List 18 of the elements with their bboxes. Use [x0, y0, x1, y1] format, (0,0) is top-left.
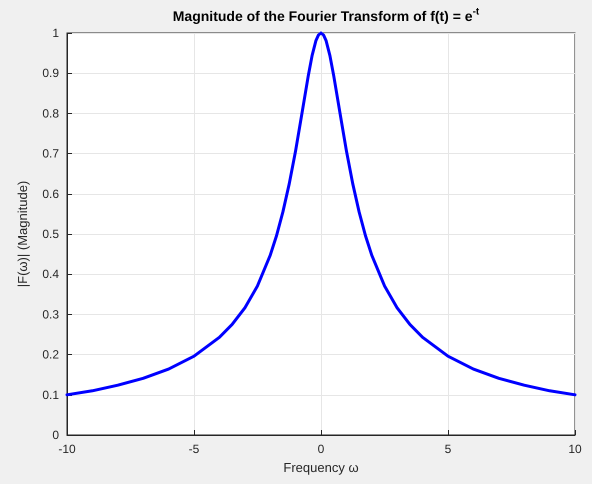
y-tick-label: 0.5	[42, 227, 60, 241]
x-tick-label: -5	[188, 442, 200, 456]
x-tick-label: 5	[444, 442, 452, 456]
y-tick-label: 0.2	[42, 348, 60, 362]
y-tick-label: 0.4	[42, 267, 60, 282]
x-tick-label: 10	[568, 442, 582, 456]
y-tick-label: 0	[52, 428, 60, 442]
y-axis-title: |F(ω)| (Magnitude)	[15, 180, 30, 288]
x-tick-label: 0	[318, 442, 325, 456]
x-tick-label: -10	[58, 442, 76, 456]
y-tick-label: 0.8	[42, 106, 60, 120]
y-tick-label: 0.6	[42, 186, 60, 201]
y-tick-label: 0.7	[42, 146, 60, 161]
y-tick-label: 0.3	[42, 307, 60, 322]
x-axis-title: Frequency ω	[283, 460, 359, 475]
y-tick-label: 0.1	[42, 388, 60, 402]
y-tick-label: 0.9	[42, 66, 60, 80]
y-tick-label: 1	[52, 26, 60, 40]
